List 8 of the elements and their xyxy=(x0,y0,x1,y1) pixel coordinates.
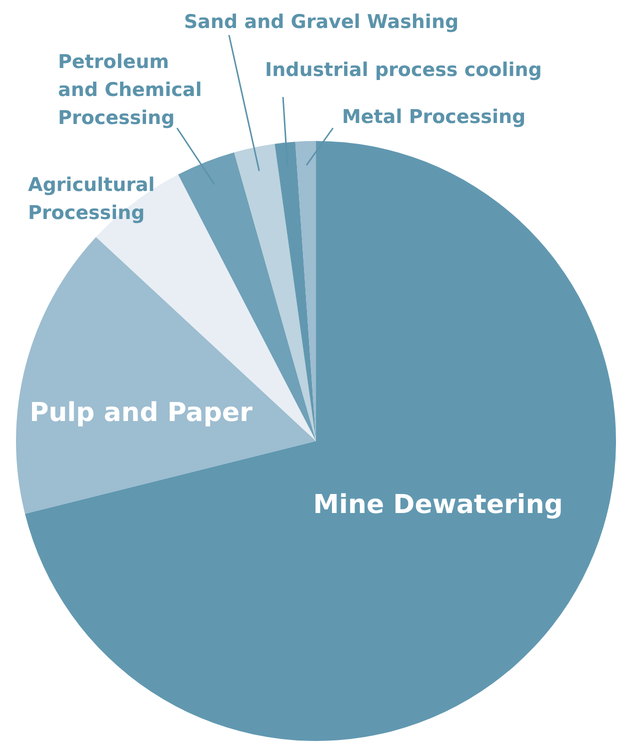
slice-label: Metal Processing xyxy=(342,106,526,128)
slice-label: Sand and Gravel Washing xyxy=(184,11,459,33)
slice-label: Mine Dewatering xyxy=(313,490,563,520)
slice-label: Industrial process cooling xyxy=(265,59,542,81)
pie-slice xyxy=(16,237,316,514)
slice-label: Petroleum and Chemical Processing xyxy=(58,51,202,129)
slice-label: Agricultural Processing xyxy=(28,174,155,224)
slice-label: Pulp and Paper xyxy=(30,398,253,428)
